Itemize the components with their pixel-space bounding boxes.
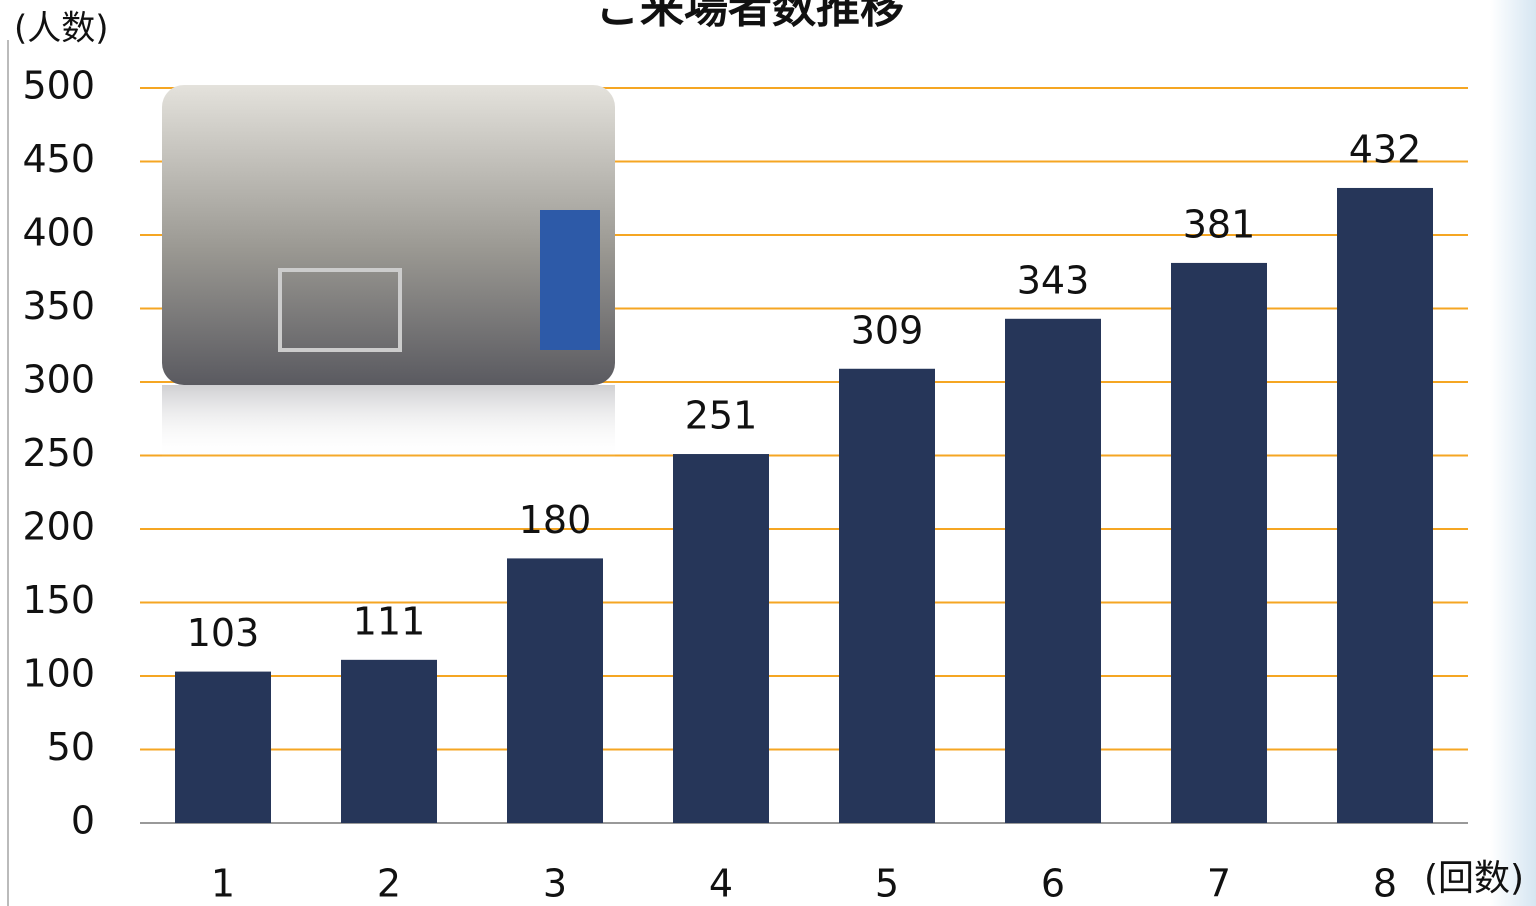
- x-tick-label: 4: [709, 862, 733, 906]
- y-tick-label: 50: [47, 725, 95, 769]
- x-tick-label: 8: [1373, 862, 1397, 906]
- y-tick-label: 0: [71, 799, 95, 843]
- chart-title: ご来場者数推移: [596, 0, 904, 33]
- y-tick-label: 300: [22, 358, 95, 402]
- photo-reflection: [162, 385, 615, 460]
- x-tick-label: 2: [377, 862, 401, 906]
- y-tick-label: 200: [22, 505, 95, 549]
- y-axis-label: (人数): [14, 9, 109, 49]
- x-axis-label: (回数): [1424, 858, 1524, 899]
- y-tick-label: 250: [22, 431, 95, 475]
- x-tick-label: 5: [875, 862, 899, 906]
- background-edge: [1490, 0, 1536, 906]
- data-label: 432: [1349, 127, 1422, 171]
- data-label: 309: [851, 308, 924, 352]
- x-tick-label: 6: [1041, 862, 1065, 906]
- bar: [175, 671, 271, 823]
- data-label: 103: [187, 611, 260, 655]
- photo: [162, 85, 615, 460]
- data-label: 343: [1017, 258, 1090, 302]
- y-tick-label: 100: [22, 652, 95, 696]
- bar: [1005, 318, 1101, 823]
- y-tick-label: 400: [22, 211, 95, 255]
- y-tick-label: 150: [22, 578, 95, 622]
- data-label: 180: [519, 498, 592, 542]
- photo-detail: [540, 210, 600, 350]
- bar: [507, 558, 603, 823]
- x-tick-label: 1: [211, 862, 235, 906]
- y-tick-label: 500: [22, 64, 95, 108]
- bar: [341, 659, 437, 823]
- bar: [673, 454, 769, 823]
- y-tick-label: 350: [22, 284, 95, 328]
- data-label: 111: [353, 599, 426, 643]
- data-label: 251: [685, 394, 758, 438]
- bar: [1337, 187, 1433, 823]
- photo-detail: [278, 268, 402, 352]
- bar: [1171, 262, 1267, 823]
- x-tick-label: 7: [1207, 862, 1231, 906]
- bar: [839, 368, 935, 823]
- data-label: 381: [1183, 202, 1256, 246]
- x-tick-label: 3: [543, 862, 567, 906]
- y-tick-label: 450: [22, 137, 95, 181]
- photo-image: [162, 85, 615, 385]
